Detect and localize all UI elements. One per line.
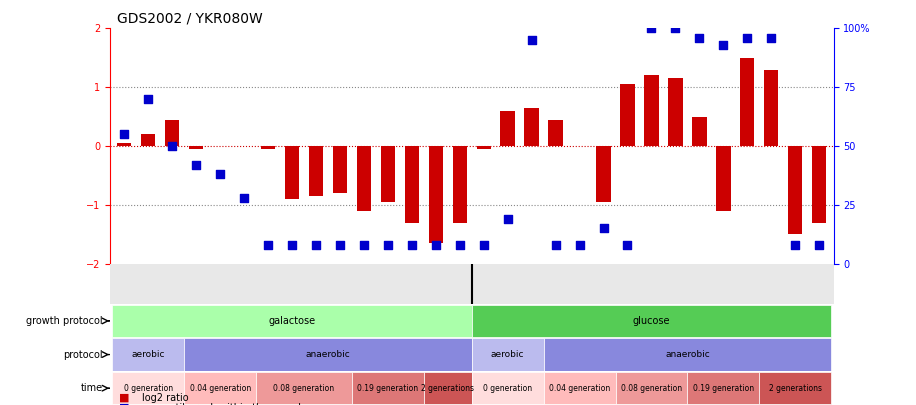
Text: GDS2002 / YKR080W: GDS2002 / YKR080W [117, 12, 263, 26]
Bar [500, 111, 515, 146]
Bar [644, 75, 659, 146]
Point [189, 162, 203, 168]
Bar [764, 70, 779, 146]
Point [668, 25, 682, 32]
Text: 0.08 generation: 0.08 generation [274, 384, 334, 393]
Text: galactose: galactose [268, 316, 316, 326]
Text: 0.19 generation: 0.19 generation [692, 384, 754, 393]
Point [740, 34, 755, 41]
Text: 2 generations: 2 generations [421, 384, 474, 393]
Bar [812, 146, 826, 223]
Text: 2 generations: 2 generations [769, 384, 822, 393]
Text: glucose: glucose [633, 316, 671, 326]
FancyBboxPatch shape [113, 339, 184, 371]
Bar [549, 119, 562, 146]
FancyBboxPatch shape [424, 372, 472, 404]
Bar [117, 143, 132, 146]
Point [524, 37, 539, 43]
Text: protocol: protocol [63, 350, 103, 360]
FancyBboxPatch shape [472, 305, 831, 337]
Text: percentile rank within the sample: percentile rank within the sample [142, 403, 307, 405]
Point [572, 242, 587, 248]
FancyBboxPatch shape [256, 372, 352, 404]
Point [117, 131, 132, 138]
Bar [309, 146, 323, 196]
Point [236, 194, 251, 201]
Bar [740, 58, 755, 146]
Point [309, 242, 323, 248]
Text: 0.08 generation: 0.08 generation [621, 384, 682, 393]
Point [476, 242, 491, 248]
Bar [525, 108, 539, 146]
Bar [405, 146, 419, 223]
Bar [476, 146, 491, 149]
Text: 0 generation: 0 generation [124, 384, 173, 393]
FancyBboxPatch shape [472, 372, 543, 404]
Point [549, 242, 563, 248]
Point [764, 34, 779, 41]
Point [716, 42, 731, 48]
FancyBboxPatch shape [352, 372, 424, 404]
Point [644, 25, 659, 32]
Bar [189, 146, 203, 149]
Bar [333, 146, 347, 193]
Point [429, 242, 443, 248]
Text: 0 generation: 0 generation [483, 384, 532, 393]
Text: anaerobic: anaerobic [306, 350, 350, 359]
FancyBboxPatch shape [113, 305, 472, 337]
Point [405, 242, 420, 248]
Point [692, 34, 707, 41]
Text: 0.19 generation: 0.19 generation [357, 384, 419, 393]
Bar [453, 146, 467, 223]
Bar [285, 146, 300, 199]
Bar [381, 146, 395, 202]
Text: aerobic: aerobic [132, 350, 165, 359]
Point [380, 242, 395, 248]
Bar [165, 119, 180, 146]
Bar [261, 146, 275, 149]
FancyBboxPatch shape [184, 339, 472, 371]
Text: aerobic: aerobic [491, 350, 525, 359]
Bar [141, 134, 156, 146]
Text: log2 ratio: log2 ratio [142, 393, 189, 403]
Text: 0.04 generation: 0.04 generation [549, 384, 610, 393]
FancyBboxPatch shape [687, 372, 759, 404]
Point [333, 242, 347, 248]
Point [285, 242, 300, 248]
Bar [356, 146, 371, 211]
Point [788, 242, 802, 248]
Point [500, 216, 515, 222]
FancyBboxPatch shape [759, 372, 831, 404]
Point [620, 242, 635, 248]
Bar [788, 146, 802, 234]
Text: growth protocol: growth protocol [26, 316, 103, 326]
Text: ■: ■ [119, 393, 129, 403]
FancyBboxPatch shape [113, 372, 184, 404]
Bar [716, 146, 731, 211]
Text: anaerobic: anaerobic [665, 350, 710, 359]
Point [165, 143, 180, 149]
FancyBboxPatch shape [543, 339, 831, 371]
Point [596, 225, 611, 232]
FancyBboxPatch shape [472, 339, 543, 371]
FancyBboxPatch shape [543, 372, 616, 404]
FancyBboxPatch shape [616, 372, 687, 404]
Point [261, 242, 276, 248]
Point [213, 171, 227, 177]
Point [453, 242, 467, 248]
Point [356, 242, 371, 248]
FancyBboxPatch shape [184, 372, 256, 404]
Bar [429, 146, 443, 243]
Text: time: time [81, 383, 103, 393]
Text: 0.04 generation: 0.04 generation [190, 384, 251, 393]
Bar [620, 84, 635, 146]
Point [812, 242, 826, 248]
Bar [596, 146, 611, 202]
Point [141, 96, 156, 102]
Text: ■: ■ [119, 403, 129, 405]
Bar [692, 117, 706, 146]
Bar [669, 79, 682, 146]
